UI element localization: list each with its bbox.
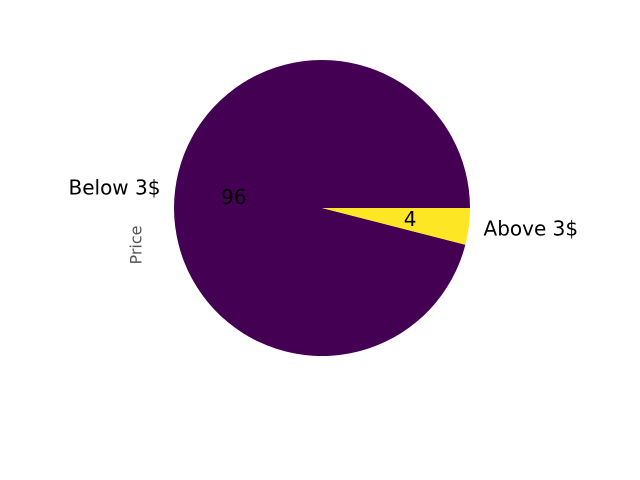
pie-slices <box>174 60 471 356</box>
slice-value-label: 96 <box>221 185 246 209</box>
slice-label: Below 3$ <box>68 176 160 200</box>
slice-value-label: 4 <box>404 207 417 231</box>
pie-labels: Below 3$ 96 Above 3$ 4 <box>68 176 578 241</box>
slice-label: Above 3$ <box>484 216 579 240</box>
y-axis-label: Price <box>127 225 146 264</box>
pie-slice-above-3 <box>322 208 470 245</box>
pie-slice-below-3 <box>174 60 471 356</box>
